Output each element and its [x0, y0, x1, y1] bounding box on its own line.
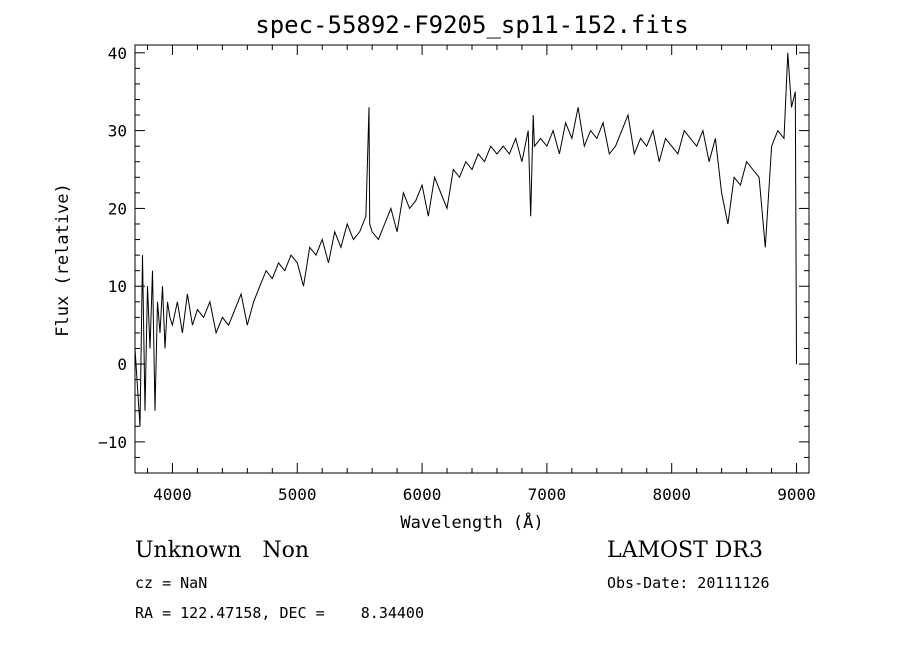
axis-ticks: [135, 45, 809, 474]
coordinates-text: RA = 122.47158, DEC = 8.34400: [135, 604, 424, 622]
y-tick-label: 40: [108, 44, 127, 63]
y-tick-label: 0: [117, 355, 127, 374]
x-axis-label: Wavelength (Å): [400, 511, 543, 533]
x-tick-label: 7000: [528, 485, 567, 504]
x-tick-label: 4000: [153, 485, 192, 504]
y-tick-label: 10: [108, 277, 127, 296]
y-tick-label: 30: [108, 122, 127, 141]
x-tick-label: 9000: [777, 485, 816, 504]
axis-tick-labels: 4000 5000 6000 7000 8000 9000 −10 0 10 20 30 40: [98, 44, 816, 504]
survey-text: LAMOST DR3: [607, 538, 763, 563]
redshift-text: cz = NaN: [135, 574, 208, 592]
x-tick-label: 5000: [278, 485, 317, 504]
chart-title: spec-55892-F9205_sp11-152.fits: [255, 11, 688, 39]
x-tick-label: 8000: [652, 485, 691, 504]
y-tick-label: 20: [108, 199, 127, 218]
y-tick-label: −10: [98, 433, 127, 452]
object-class-text: Unknown Non: [135, 538, 310, 563]
x-tick-label: 6000: [403, 485, 442, 504]
spectrum-line: [134, 52, 797, 427]
obs-date-text: Obs-Date: 20111126: [607, 574, 770, 592]
plot-frame: [134, 44, 810, 474]
y-axis-label: Flux (relative): [53, 183, 73, 337]
